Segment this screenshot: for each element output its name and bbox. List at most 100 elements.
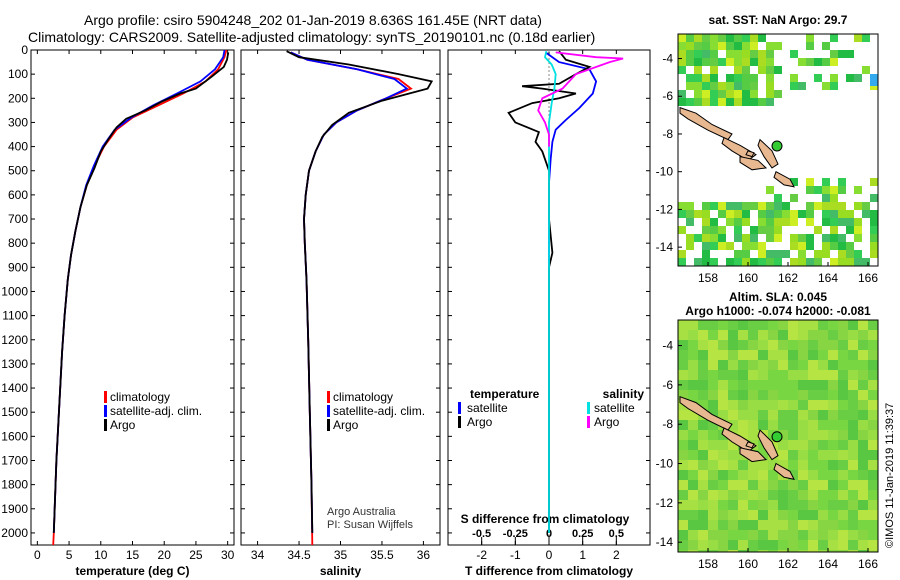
series-salinity-argo <box>286 50 434 533</box>
sst-cell <box>734 258 742 266</box>
sla-cell <box>698 500 708 510</box>
sst-cell <box>830 34 838 42</box>
sst-cell <box>854 34 862 42</box>
sst-cell <box>774 210 782 218</box>
depth-tick-label: 1200 <box>1 333 28 347</box>
sla-cell <box>778 510 788 520</box>
sla-cell <box>838 410 848 420</box>
sla-cell <box>848 440 858 450</box>
sst-cell <box>702 42 710 50</box>
timestamp-stamp: ©IMOS 11-Jan-2019 11:39:37 <box>884 402 896 548</box>
sst-cell <box>702 242 710 250</box>
sla-cell <box>748 360 758 370</box>
sst-cell <box>694 50 702 58</box>
sla-cell <box>788 380 798 390</box>
sla-cell <box>738 430 748 440</box>
salinity-xtick-label: 35 <box>334 548 348 562</box>
sst-cell <box>686 82 694 90</box>
sla-cell <box>868 460 878 470</box>
sst-cell <box>686 98 694 106</box>
sst-cell <box>710 218 718 226</box>
sla-cell <box>718 540 728 550</box>
sla-cell <box>728 380 738 390</box>
sla-cell <box>848 380 858 390</box>
sla-cell <box>838 380 848 390</box>
sst-cell <box>718 242 726 250</box>
sst-cell <box>830 218 838 226</box>
sla-cell <box>708 430 718 440</box>
sla-cell <box>798 400 808 410</box>
sla-cell <box>708 340 718 350</box>
sst-cell <box>798 82 806 90</box>
sla-cell <box>758 520 768 530</box>
sla-cell <box>858 550 868 552</box>
sst-map-title: sat. SST: NaN Argo: 29.7 <box>709 13 848 27</box>
legend-label-temperature: satellite-adj. clim. <box>110 404 202 418</box>
sla-cell <box>758 530 768 540</box>
sla-cell <box>678 480 688 490</box>
sst-cell <box>678 34 686 42</box>
map-xtick-label: 158 <box>698 271 718 285</box>
sla-cell <box>838 490 848 500</box>
sla-cell <box>738 530 748 540</box>
sla-cell <box>828 520 838 530</box>
depth-tick-label: 900 <box>8 260 28 274</box>
sla-cell <box>688 390 698 400</box>
sla-cell <box>838 450 848 460</box>
sst-cell <box>854 258 862 266</box>
series-s-satellite <box>544 51 557 533</box>
sst-cell <box>870 178 878 186</box>
sla-cell <box>808 510 818 520</box>
sla-cell <box>758 390 768 400</box>
sst-cell <box>854 218 862 226</box>
sla-cell <box>698 470 708 480</box>
sla-cell <box>788 520 798 530</box>
sst-cell <box>734 82 742 90</box>
sst-cell <box>726 42 734 50</box>
sla-cell <box>788 420 798 430</box>
sla-cell <box>828 430 838 440</box>
temperature-xtick-label: 30 <box>221 548 235 562</box>
depth-tick-label: 200 <box>8 91 28 105</box>
sst-cell <box>694 82 702 90</box>
sla-cell <box>698 550 708 552</box>
sst-cell <box>870 218 878 226</box>
sst-cell <box>758 34 766 42</box>
sla-cell <box>718 320 728 330</box>
sla-cell <box>798 500 808 510</box>
sla-cell <box>698 440 708 450</box>
sla-cell <box>778 380 788 390</box>
sst-cell <box>846 74 854 82</box>
sla-cell <box>858 330 868 340</box>
sst-cell <box>710 82 718 90</box>
sst-cell <box>742 50 750 58</box>
sla-cell <box>738 350 748 360</box>
sla-cell <box>838 510 848 520</box>
sst-cell <box>838 50 846 58</box>
sst-cell <box>678 66 686 74</box>
temperature-xtick-label: 0 <box>34 548 41 562</box>
sst-cell <box>758 226 766 234</box>
depth-tick-label: 500 <box>8 164 28 178</box>
sla-map-subtitle: Argo h1000: -0.074 h2000: -0.081 <box>685 304 871 318</box>
sla-cell <box>748 390 758 400</box>
sla-cell <box>698 490 708 500</box>
sst-cell <box>862 210 870 218</box>
map-xtick-label: 158 <box>698 557 718 571</box>
sla-cell <box>788 370 798 380</box>
sla-cell <box>778 550 788 552</box>
sla-cell <box>718 530 728 540</box>
sla-cell <box>798 380 808 390</box>
sla-cell <box>718 550 728 552</box>
sla-cell <box>858 350 868 360</box>
sst-cell <box>790 194 798 202</box>
sla-map-frame <box>677 319 879 553</box>
sst-cell <box>678 90 686 98</box>
sst-cell <box>750 90 758 98</box>
sla-cell <box>868 420 878 430</box>
sla-cell <box>828 470 838 480</box>
sla-cell <box>758 320 768 330</box>
header-line-2: Climatology: CARS2009. Satellite-adjuste… <box>28 29 596 45</box>
sst-cell <box>822 250 830 258</box>
sst-cell <box>806 234 814 242</box>
